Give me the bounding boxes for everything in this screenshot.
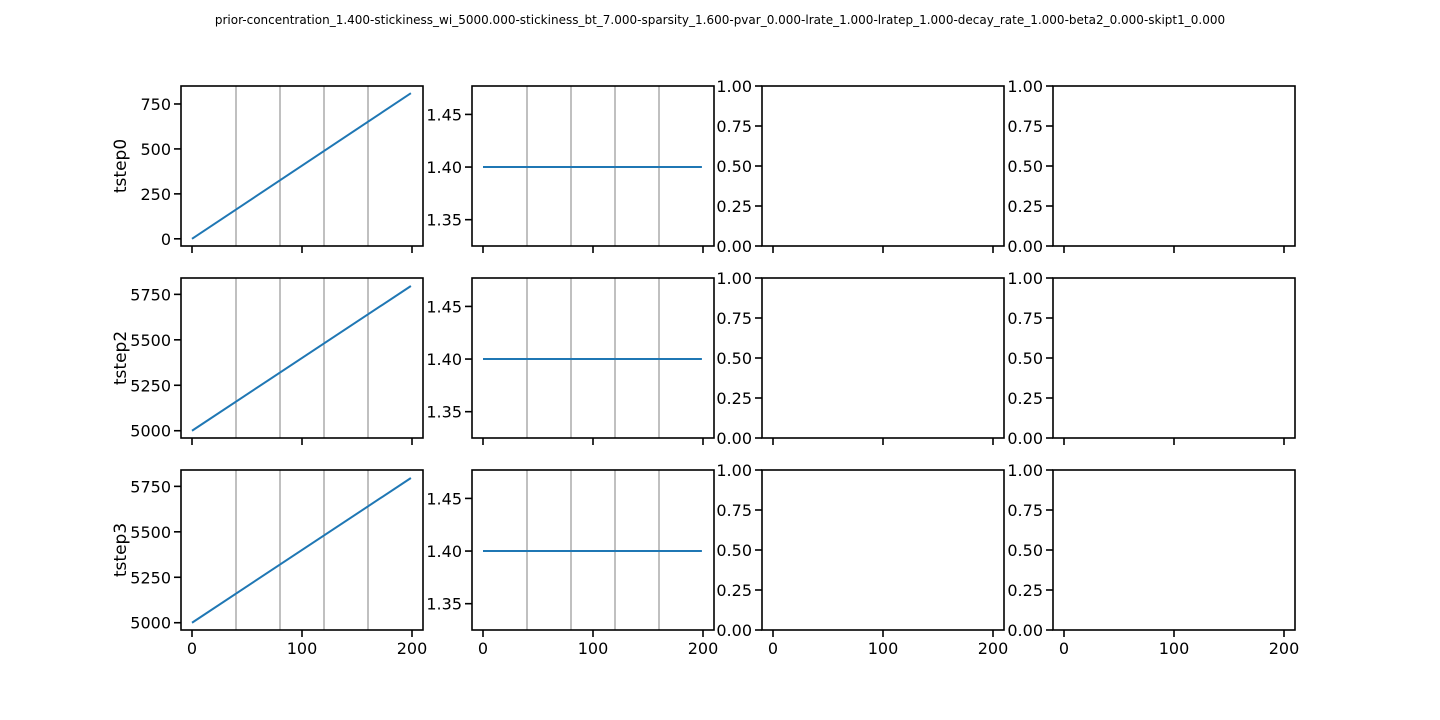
subplot-r1-c0: 5000 5250 5500 5750 tstep2: [111, 277, 424, 445]
x-tick-label: 100: [578, 639, 609, 658]
y-tick-label: 0.00: [716, 621, 752, 640]
y-tick-label: 1.45: [426, 105, 462, 124]
subplot-r0-c2: 0.00 0.25 0.50 0.75 1.00: [716, 77, 1005, 256]
y-tick-label: 0.25: [1007, 197, 1043, 216]
y-tick-label: 0.50: [716, 157, 752, 176]
subplot-r2-c2: 0 100 200 0.00 0.25 0.50 0.75 1.00: [716, 461, 1008, 658]
subplot-r1-c2: 0.00 0.25 0.50 0.75 1.00: [716, 269, 1005, 448]
y-tick-label: 1.35: [426, 403, 462, 422]
y-tick-label: 0.00: [1007, 237, 1043, 256]
y-tick-label: 1.00: [1007, 269, 1043, 288]
y-tick-label: 1.45: [426, 297, 462, 316]
x-tick-label: 100: [287, 639, 318, 658]
series-line: [191, 285, 412, 432]
y-axis-label: tstep0: [111, 139, 131, 193]
subplot-r2-c1: 0 100 200 1.35 1.40 1.45: [426, 469, 719, 658]
y-tick-label: 0.50: [716, 541, 752, 560]
subplot-r0-c0: 0 250 500 750 tstep0: [111, 85, 424, 253]
y-tick-label: 0.00: [716, 237, 752, 256]
subplot-grid: 0 250 500 750 tstep0 1.35 1.40 1.45 0.00 0.25 0.50…: [111, 77, 1299, 658]
y-tick-label: 5750: [130, 285, 171, 304]
y-tick-label: 0.50: [1007, 349, 1043, 368]
y-tick-label: 0.00: [716, 429, 752, 448]
x-tick-label: 0: [187, 639, 197, 658]
y-tick-label: 0.75: [716, 117, 752, 136]
series-line: [191, 477, 412, 624]
y-tick-label: 1.35: [426, 595, 462, 614]
series-line: [191, 92, 412, 240]
y-tick-label: 5000: [130, 422, 171, 441]
y-tick-label: 0.50: [716, 349, 752, 368]
y-tick-label: 0.25: [716, 581, 752, 600]
x-tick-label: 0: [1059, 639, 1069, 658]
y-tick-label: 0.75: [716, 309, 752, 328]
subplot-r0-c3: 0.00 0.25 0.50 0.75 1.00: [1007, 77, 1296, 256]
figure-title: prior-concentration_1.400-stickiness_wi_…: [215, 13, 1225, 27]
y-tick-label: 0.00: [1007, 429, 1043, 448]
y-tick-label: 0.25: [716, 197, 752, 216]
y-tick-label: 1.40: [426, 158, 462, 177]
x-tick-label: 100: [1159, 639, 1190, 658]
y-tick-label: 0.75: [716, 501, 752, 520]
y-tick-label: 0.50: [1007, 157, 1043, 176]
x-tick-label: 200: [978, 639, 1009, 658]
y-tick-label: 5000: [130, 614, 171, 633]
y-tick-label: 1.45: [426, 489, 462, 508]
x-tick-label: 200: [397, 639, 428, 658]
y-tick-label: 0.25: [716, 389, 752, 408]
y-tick-label: 250: [140, 185, 171, 204]
x-tick-label: 0: [478, 639, 488, 658]
y-tick-label: 1.00: [716, 461, 752, 480]
subplot-r2-c0: 0 100 200 5000 5250 5500 5750 tstep3: [111, 469, 428, 658]
y-tick-label: 0.75: [1007, 309, 1043, 328]
y-tick-label: 0.00: [1007, 621, 1043, 640]
y-tick-label: 5250: [130, 376, 171, 395]
y-tick-label: 0.50: [1007, 541, 1043, 560]
y-tick-label: 5500: [130, 331, 171, 350]
y-tick-label: 1.00: [1007, 77, 1043, 96]
y-tick-label: 0: [161, 230, 171, 249]
x-tick-label: 100: [868, 639, 899, 658]
y-axis-label: tstep3: [111, 523, 131, 577]
y-tick-label: 1.00: [716, 269, 752, 288]
x-tick-label: 0: [768, 639, 778, 658]
subplot-r1-c3: 0.00 0.25 0.50 0.75 1.00: [1007, 269, 1296, 448]
y-tick-label: 1.40: [426, 350, 462, 369]
subplot-r2-c3: 0 100 200 0.00 0.25 0.50 0.75 1.00: [1007, 461, 1299, 658]
y-tick-label: 5250: [130, 568, 171, 587]
subplot-r0-c1: 1.35 1.40 1.45: [426, 85, 715, 253]
y-tick-label: 1.00: [1007, 461, 1043, 480]
x-tick-label: 200: [688, 639, 719, 658]
y-axis-label: tstep2: [111, 331, 131, 385]
y-tick-label: 1.00: [716, 77, 752, 96]
y-tick-label: 1.40: [426, 542, 462, 561]
y-tick-label: 500: [140, 140, 171, 159]
x-tick-label: 200: [1269, 639, 1300, 658]
y-tick-label: 0.75: [1007, 501, 1043, 520]
y-tick-label: 5500: [130, 523, 171, 542]
y-tick-label: 5750: [130, 477, 171, 496]
y-tick-label: 750: [140, 95, 171, 114]
y-tick-label: 0.25: [1007, 389, 1043, 408]
subplot-r1-c1: 1.35 1.40 1.45: [426, 277, 715, 445]
y-tick-label: 1.35: [426, 211, 462, 230]
y-tick-label: 0.25: [1007, 581, 1043, 600]
y-tick-label: 0.75: [1007, 117, 1043, 136]
